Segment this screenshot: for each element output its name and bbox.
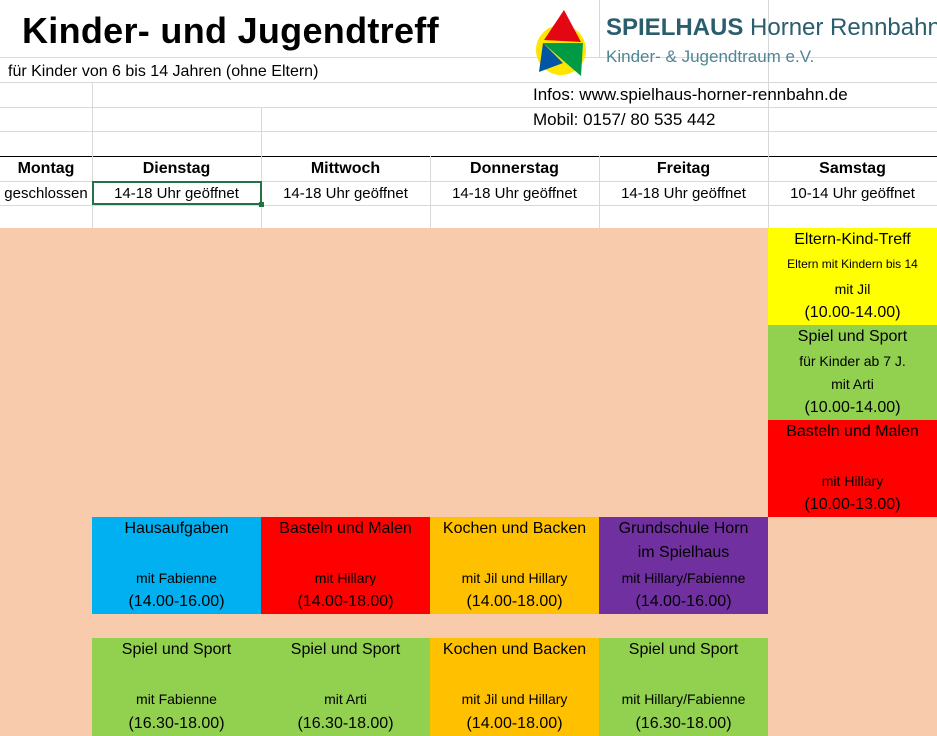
activity-block[interactable]: Grundschule Horn im Spielhaus mit Hillar… (599, 517, 768, 614)
activity-title: Kochen und Backen (442, 520, 587, 538)
page-title: Kinder- und Jugendtreff (22, 10, 439, 51)
opening-hours-5[interactable]: 10-14 Uhr geöffnet (790, 185, 915, 202)
activity-time: (14.00-18.00) (466, 714, 563, 732)
activity-block[interactable]: Basteln und Malen mit Hillary (10.00-13.… (768, 420, 937, 517)
gridline (0, 107, 937, 108)
activity-block[interactable]: Spiel und Sport mit Hillary/Fabienne (16… (599, 638, 768, 736)
activity-title: Spiel und Sport (121, 641, 232, 659)
gridline (768, 0, 769, 228)
activity-block[interactable]: Kochen und Backen mit Jil und Hillary (1… (430, 638, 599, 736)
activity-title: Spiel und Sport (797, 327, 908, 345)
opening-hours-1[interactable]: 14-18 Uhr geöffnet (114, 185, 239, 202)
activity-note (768, 444, 937, 468)
activity-time: (16.30-18.00) (128, 714, 225, 732)
activity-title: Basteln und Malen (786, 423, 919, 441)
activity-title: Grundschule Horn (618, 520, 749, 538)
day-header-5: Samstag (819, 160, 886, 177)
logo-tagline: Kinder- & Jugendtraum e.V. (606, 47, 815, 66)
logo-brand: SPIELHAUS Horner Rennbahn (606, 14, 937, 42)
activity-title: Kochen und Backen (442, 641, 587, 659)
activity-time: (14.00-16.00) (635, 592, 732, 610)
day-header-4: Freitag (656, 160, 711, 177)
activity-time: (10.00-14.00) (804, 303, 901, 321)
activity-note: im Spielhaus (637, 544, 730, 562)
activity-staff: mit Arti (831, 376, 874, 393)
activity-staff: mit Fabienne (136, 569, 217, 586)
activity-time: (10.00-14.00) (804, 399, 901, 417)
gridline (0, 82, 937, 83)
spielhaus-logo-icon (536, 10, 586, 76)
activity-title: Spiel und Sport (628, 641, 739, 659)
day-header-1: Dienstag (142, 160, 211, 177)
activity-title: Hausaufgaben (124, 520, 229, 538)
activity-time: (14.00-18.00) (466, 592, 563, 610)
gridline (0, 181, 937, 182)
activity-note (261, 663, 430, 688)
activity-note (599, 663, 768, 688)
activity-note: für Kinder ab 7 J. (799, 352, 906, 369)
activity-time: (16.30-18.00) (635, 714, 732, 732)
activity-note (261, 541, 430, 565)
activity-block[interactable]: Spiel und Sport für Kinder ab 7 J. mit A… (768, 325, 937, 420)
activity-time: (14.00-18.00) (297, 592, 394, 610)
activity-time: (16.30-18.00) (297, 714, 394, 732)
activity-staff: mit Jil (834, 280, 871, 297)
activity-block[interactable]: Basteln und Malen mit Hillary (14.00-18.… (261, 517, 430, 614)
activity-staff: mit Arti (324, 691, 367, 708)
day-header-2: Mittwoch (310, 160, 381, 177)
mobile-number: Mobil: 0157/ 80 535 442 (533, 110, 716, 129)
activity-note: Eltern mit Kindern bis 14 (787, 257, 918, 272)
gridline (0, 205, 937, 206)
infos-link: Infos: www.spielhaus-horner-rennbahn.de (533, 85, 848, 104)
activity-staff: mit Hillary/Fabienne (621, 691, 746, 708)
gridline (599, 0, 600, 57)
activity-note (430, 541, 599, 565)
border-line (0, 156, 937, 157)
activity-title: Basteln und Malen (279, 520, 412, 538)
activity-title: Eltern-Kind-Treff (794, 231, 911, 249)
gridline (0, 57, 937, 58)
logo-brand-rest: Horner Rennbahn (750, 14, 937, 41)
activity-block[interactable]: Spiel und Sport mit Fabienne (16.30-18.0… (92, 638, 261, 736)
activity-staff: mit Jil und Hillary (461, 569, 568, 586)
gridline (0, 131, 937, 132)
gridline (599, 156, 600, 228)
activity-time: (10.00-13.00) (804, 495, 901, 513)
activity-staff: mit Hillary/Fabienne (621, 569, 746, 586)
activity-title: Spiel und Sport (290, 641, 401, 659)
activity-staff: mit Jil und Hillary (461, 691, 568, 708)
opening-hours-4[interactable]: 14-18 Uhr geöffnet (621, 185, 746, 202)
gridline (92, 82, 93, 228)
activity-staff: mit Fabienne (136, 691, 217, 708)
logo-brand-bold: SPIELHAUS (606, 14, 744, 41)
activity-note (92, 663, 261, 688)
opening-hours-0[interactable]: geschlossen (4, 185, 88, 202)
gridline (430, 156, 431, 228)
day-header-3: Donnerstag (470, 160, 559, 177)
activity-note (430, 663, 599, 688)
activity-time: (14.00-16.00) (128, 592, 225, 610)
activity-note (92, 541, 261, 565)
opening-hours-3[interactable]: 14-18 Uhr geöffnet (452, 185, 577, 202)
selected-cell[interactable] (92, 181, 264, 207)
activity-staff: mit Hillary (314, 569, 377, 586)
day-header-0: Montag (17, 160, 75, 177)
gridline (261, 107, 262, 228)
activity-block[interactable]: Spiel und Sport mit Arti (16.30-18.00) (261, 638, 430, 736)
activity-block[interactable]: Hausaufgaben mit Fabienne (14.00-16.00) (92, 517, 261, 614)
activity-staff: mit Hillary (821, 472, 884, 489)
opening-hours-2[interactable]: 14-18 Uhr geöffnet (283, 185, 408, 202)
subtitle: für Kinder von 6 bis 14 Jahren (ohne Elt… (8, 63, 319, 80)
activity-block[interactable]: Eltern-Kind-Treff Eltern mit Kindern bis… (768, 228, 937, 325)
activity-block[interactable]: Kochen und Backen mit Jil und Hillary (1… (430, 517, 599, 614)
